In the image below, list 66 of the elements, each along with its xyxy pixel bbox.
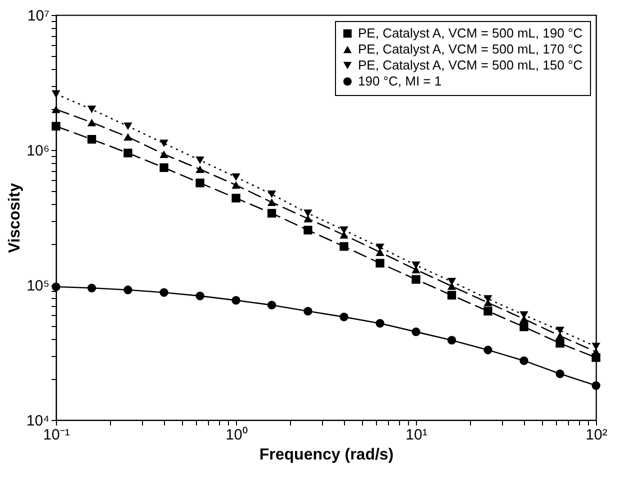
y-tick-label: 10⁵: [26, 278, 50, 294]
point: [160, 150, 168, 158]
point: [267, 208, 276, 218]
point: [232, 296, 240, 305]
point: [592, 348, 600, 356]
point: [304, 306, 312, 316]
point: [447, 336, 456, 345]
point: [556, 338, 564, 348]
point: [196, 292, 204, 300]
y-tick-label: 10⁴: [26, 412, 50, 430]
point: [556, 369, 564, 378]
y-tick-label: 10⁶: [26, 142, 50, 160]
point: [412, 275, 420, 284]
point: [556, 332, 564, 340]
y-tick-label: 10⁷: [27, 8, 50, 24]
point: [52, 122, 60, 131]
point: [267, 198, 276, 206]
point: [592, 342, 600, 350]
x-tick-label: 10⁻¹: [43, 426, 70, 444]
x-tick-label: 10¹: [406, 426, 428, 444]
point: [87, 134, 96, 144]
point: [160, 140, 168, 148]
x-tick-label: 10²: [586, 426, 608, 444]
point: [267, 190, 276, 198]
point: [196, 156, 204, 164]
point: [87, 284, 96, 292]
point: [196, 166, 204, 174]
legend-label: PE, Catalyst A, VCM = 500 mL, 170 °C: [358, 42, 582, 56]
legend-label: PE, Catalyst A, VCM = 500 mL, 190 °C: [358, 26, 582, 40]
point: [124, 122, 132, 130]
point: [340, 226, 348, 234]
x-tick-label: 10⁰: [226, 426, 248, 444]
point: [340, 231, 348, 239]
point: [160, 163, 168, 172]
legend-label: PE, Catalyst A, VCM = 500 mL, 150 °C: [358, 58, 582, 72]
point: [412, 327, 420, 336]
point: [232, 194, 240, 202]
point: [196, 178, 204, 188]
point: [592, 381, 600, 390]
point: [232, 181, 240, 189]
point: [484, 306, 492, 316]
point: [232, 173, 240, 181]
point: [340, 312, 348, 322]
point: [87, 118, 96, 126]
legend-label: 190 °C, MI = 1: [358, 74, 442, 88]
y-axis-title: Viscosity: [6, 182, 24, 253]
point: [304, 226, 312, 234]
point: [304, 210, 312, 217]
x-axis-title: Frequency (rad/s): [259, 446, 394, 464]
point: [124, 133, 132, 141]
point: [376, 258, 384, 268]
point: [160, 288, 168, 297]
point: [447, 290, 456, 300]
point: [520, 322, 528, 332]
point: [484, 346, 492, 354]
point: [520, 356, 528, 366]
point: [124, 148, 132, 158]
point: [304, 214, 312, 222]
point: [52, 90, 60, 98]
point: [340, 242, 348, 251]
point: [556, 326, 564, 334]
point: [52, 106, 60, 114]
point: [267, 300, 276, 310]
point: [124, 286, 132, 294]
point: [87, 106, 96, 114]
point: [376, 319, 384, 328]
